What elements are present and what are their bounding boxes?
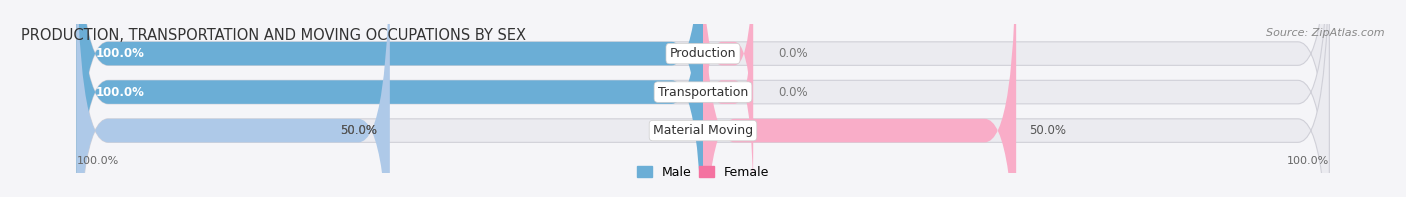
FancyBboxPatch shape <box>77 0 389 197</box>
FancyBboxPatch shape <box>77 0 703 197</box>
Text: Production: Production <box>669 47 737 60</box>
Legend: Male, Female: Male, Female <box>637 166 769 179</box>
Text: 100.0%: 100.0% <box>96 47 145 60</box>
Text: 100.0%: 100.0% <box>77 156 120 166</box>
Text: 100.0%: 100.0% <box>96 85 145 98</box>
Text: 50.0%: 50.0% <box>340 124 377 137</box>
FancyBboxPatch shape <box>703 0 1017 197</box>
Text: 50.0%: 50.0% <box>340 124 377 137</box>
Text: 0.0%: 0.0% <box>778 85 808 98</box>
FancyBboxPatch shape <box>77 0 703 197</box>
FancyBboxPatch shape <box>77 0 1329 197</box>
Text: 0.0%: 0.0% <box>778 47 808 60</box>
Text: Material Moving: Material Moving <box>652 124 754 137</box>
Text: PRODUCTION, TRANSPORTATION AND MOVING OCCUPATIONS BY SEX: PRODUCTION, TRANSPORTATION AND MOVING OC… <box>21 28 526 43</box>
FancyBboxPatch shape <box>77 0 1329 197</box>
FancyBboxPatch shape <box>77 0 1329 197</box>
Text: 100.0%: 100.0% <box>1286 156 1329 166</box>
FancyBboxPatch shape <box>703 0 754 170</box>
Text: Source: ZipAtlas.com: Source: ZipAtlas.com <box>1267 28 1385 38</box>
FancyBboxPatch shape <box>703 0 754 197</box>
Text: 50.0%: 50.0% <box>1029 124 1066 137</box>
Text: Transportation: Transportation <box>658 85 748 98</box>
